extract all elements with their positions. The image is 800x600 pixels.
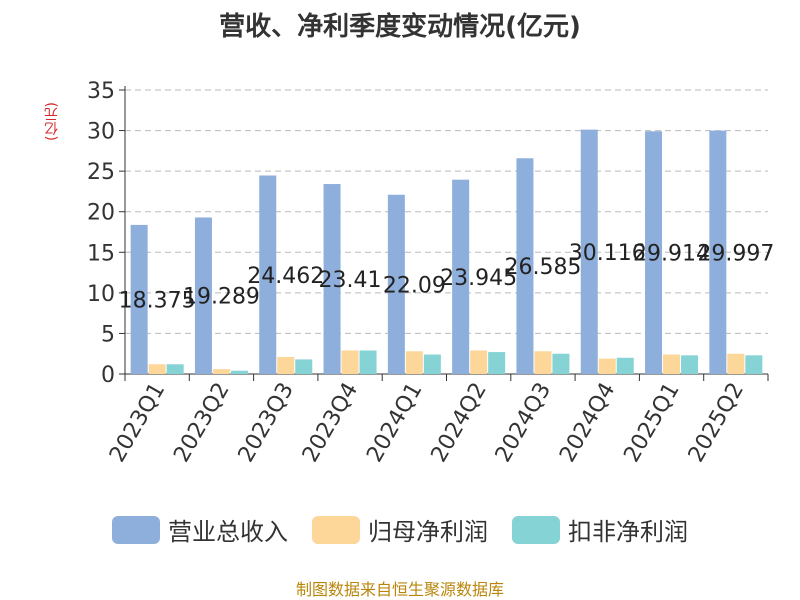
legend-label-net-profit: 归母净利润 — [368, 518, 488, 546]
bar-deducted-profit — [616, 357, 634, 374]
bar-revenue — [709, 130, 727, 374]
data-source-note: 制图数据来自恒生聚源数据库 — [295, 580, 504, 599]
y-tick-label: 0 — [101, 363, 115, 388]
x-tick-label: 2025Q1 — [619, 379, 684, 467]
bar-deducted-profit — [359, 350, 377, 374]
legend-swatch-net-profit — [312, 515, 360, 544]
bar-net-profit — [534, 351, 552, 374]
x-tick-label: 2025Q2 — [684, 379, 749, 467]
data-label: 30.116 — [569, 241, 646, 266]
bar-deducted-profit — [295, 359, 313, 374]
bar-revenue — [387, 194, 405, 374]
legend: 营业总收入 归母净利润 扣非净利润 — [0, 512, 800, 547]
bar-deducted-profit — [166, 364, 184, 374]
bar-net-profit — [470, 350, 488, 374]
bar-deducted-profit — [552, 353, 570, 374]
data-label: 19.289 — [183, 285, 260, 310]
bar-deducted-profit — [230, 370, 248, 374]
legend-item-revenue[interactable]: 营业总收入 — [112, 512, 288, 547]
bar-deducted-profit — [423, 354, 441, 374]
y-tick-label: 10 — [87, 282, 115, 307]
data-label: 29.997 — [697, 241, 774, 266]
bar-revenue — [130, 224, 148, 374]
bar-revenue — [259, 175, 277, 374]
legend-item-deducted-profit[interactable]: 扣非净利润 — [512, 512, 688, 547]
x-tick-label: 2024Q4 — [555, 379, 620, 467]
bar-net-profit — [663, 354, 681, 374]
bar-net-profit — [405, 351, 423, 374]
legend-swatch-revenue — [112, 515, 160, 544]
y-tick-label: 15 — [87, 241, 115, 266]
bar-chart: 0 5 10 15 20 25 30 35 2023Q1 18.375 2023Q2 19.289 20… — [87, 79, 774, 467]
data-label: 23.41 — [319, 268, 382, 293]
bar-revenue — [516, 158, 534, 374]
data-label: 23.945 — [440, 266, 517, 291]
x-tick-label: 2023Q3 — [234, 379, 299, 467]
data-label: 29.914 — [633, 242, 710, 267]
bar-revenue — [323, 184, 341, 374]
bar-revenue — [452, 179, 470, 374]
chart-title: 营收、净利季度变动情况(亿元) — [219, 12, 581, 42]
data-label: 18.375 — [119, 288, 196, 313]
bar-revenue — [645, 131, 663, 374]
y-tick-label: 25 — [87, 160, 115, 185]
legend-swatch-deducted-profit — [512, 515, 560, 544]
bar-net-profit — [148, 364, 166, 374]
x-tick-label: 2023Q4 — [298, 379, 363, 467]
bar-net-profit — [341, 350, 359, 374]
legend-label-revenue: 营业总收入 — [168, 518, 288, 546]
bar-deducted-profit — [745, 355, 763, 374]
bar-net-profit — [277, 356, 295, 374]
data-label: 24.462 — [247, 264, 324, 289]
bar-net-profit — [598, 358, 616, 374]
bar-deducted-profit — [488, 352, 506, 374]
x-tick-label: 2024Q3 — [491, 379, 556, 467]
y-tick-label: 30 — [87, 120, 115, 145]
x-tick-label: 2023Q1 — [105, 379, 170, 467]
y-tick-label: 20 — [87, 201, 115, 226]
bar-revenue — [580, 129, 598, 374]
bar-revenue — [194, 217, 212, 374]
legend-item-net-profit[interactable]: 归母净利润 — [312, 512, 488, 547]
data-label: 22.09 — [383, 273, 446, 298]
data-label: 26.585 — [504, 255, 581, 280]
y-tick-label: 35 — [87, 79, 115, 104]
bar-net-profit — [727, 353, 745, 374]
bar-deducted-profit — [681, 355, 699, 374]
x-tick-label: 2023Q2 — [169, 379, 234, 467]
legend-label-deducted-profit: 扣非净利润 — [568, 518, 688, 546]
x-tick-label: 2024Q2 — [427, 379, 492, 467]
x-tick-label: 2024Q1 — [362, 379, 427, 467]
y-tick-label: 5 — [101, 322, 115, 347]
bar-net-profit — [212, 369, 230, 374]
